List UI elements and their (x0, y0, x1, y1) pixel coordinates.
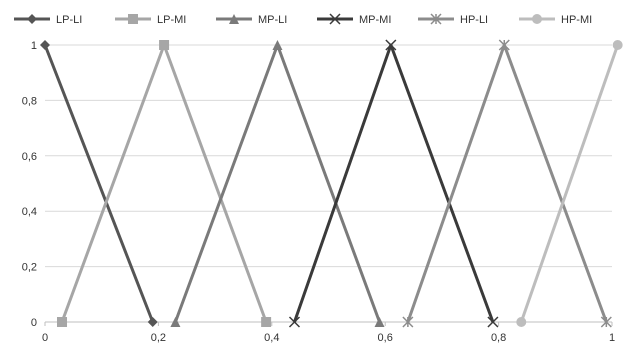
series-mp-li (170, 40, 385, 327)
triangle-marker (272, 40, 283, 50)
diamond-marker (40, 40, 50, 50)
diamond-marker (27, 14, 37, 24)
y-tick-label: 0 (31, 317, 37, 329)
star-marker (600, 316, 612, 328)
star-marker (430, 13, 442, 25)
legend-label: HP-LI (460, 14, 488, 26)
series-mp-mi (288, 39, 499, 328)
series-hp-li (402, 39, 612, 328)
star-marker (402, 316, 414, 328)
series-line (293, 43, 495, 323)
triangle-marker (170, 317, 181, 327)
x-tick-label: 0,2 (151, 332, 166, 344)
legend-item-lp-li: LP-LI (14, 14, 82, 26)
series-group (40, 39, 623, 328)
x-marker (487, 316, 499, 328)
legend-label: LP-MI (157, 14, 186, 26)
legend-label: MP-LI (258, 14, 287, 26)
series-line (406, 43, 608, 323)
legend-label: LP-LI (56, 14, 82, 26)
series-hp-mi (516, 40, 623, 327)
series-lp-mi (57, 40, 272, 327)
legend: LP-LI LP-MI MP-LI MP-MI HP-LI HP-MI (14, 13, 592, 26)
y-tick-label: 0,8 (22, 95, 37, 107)
x-tick-label: 0,8 (491, 332, 506, 344)
legend-label: MP-MI (359, 14, 391, 26)
series-line (519, 44, 620, 323)
circle-marker (612, 40, 623, 50)
legend-label: HP-MI (561, 14, 592, 26)
star-marker (498, 39, 510, 51)
legend-item-hp-li: HP-LI (418, 13, 488, 26)
grid (45, 44, 612, 268)
diamond-marker (147, 317, 158, 327)
circle-marker (532, 14, 542, 24)
legend-item-lp-mi: LP-MI (115, 14, 186, 26)
x-tick-label: 0,6 (378, 332, 393, 344)
x-tick-label: 1 (609, 332, 615, 344)
series-lp-li (40, 40, 158, 327)
x-tick-label: 0 (42, 332, 48, 344)
square-marker (159, 40, 170, 50)
square-marker (57, 317, 68, 327)
y-tick-label: 0,4 (22, 206, 37, 218)
x-tick-label: 0,4 (264, 332, 279, 344)
series-line (174, 43, 381, 323)
x-marker (329, 13, 341, 25)
square-marker (261, 317, 272, 327)
triangle-marker (374, 317, 385, 327)
x-marker (385, 39, 397, 51)
legend-item-mp-mi: MP-MI (317, 13, 391, 26)
y-tick-label: 1 (31, 40, 37, 52)
series-line (60, 43, 268, 323)
legend-item-hp-mi: HP-MI (519, 14, 592, 26)
square-marker (128, 14, 138, 24)
circle-marker (516, 317, 527, 327)
x-marker (288, 316, 301, 328)
legend-item-mp-li: MP-LI (216, 14, 287, 26)
y-tick-label: 0,6 (22, 151, 37, 163)
y-tick-label: 0,2 (22, 262, 37, 274)
triangle-marker (229, 14, 239, 24)
series-line (43, 44, 155, 323)
